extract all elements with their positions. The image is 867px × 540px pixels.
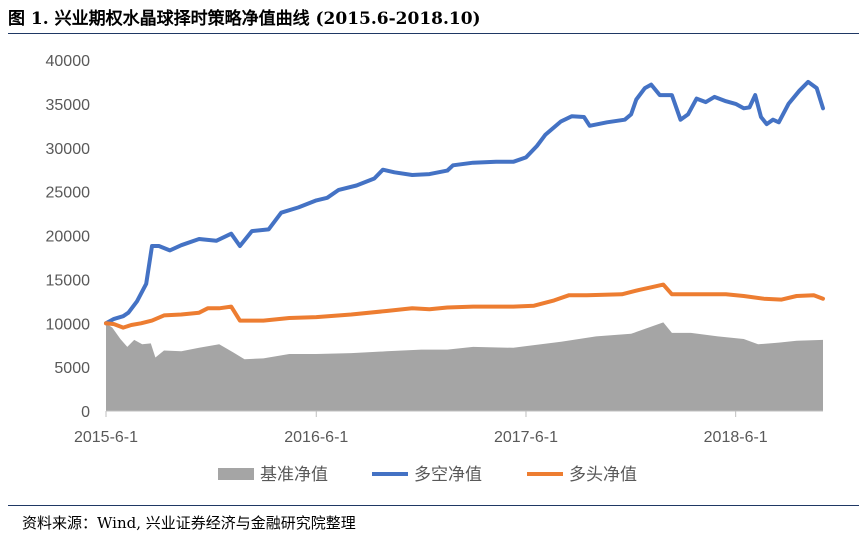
series-area-benchmark <box>106 322 823 411</box>
y-tick-label: 10000 <box>46 316 91 333</box>
figure-title: 图 1. 兴业期权水晶球择时策略净值曲线 (2015.6-2018.10) <box>8 9 481 29</box>
chart: 0 5000 10000 15000 20000 25000 30000 35000 40000… <box>46 53 825 485</box>
x-axis: 2015-6-1 2016-6-1 2017-6-1 2018-6-1 <box>74 410 823 446</box>
legend-label: 多头净值 <box>569 465 637 485</box>
legend-label: 多空净值 <box>414 465 482 485</box>
plot-area <box>104 79 825 411</box>
y-tick-label: 0 <box>81 404 90 421</box>
legend-label: 基准净值 <box>260 465 328 485</box>
y-tick-label: 40000 <box>46 53 91 70</box>
y-tick-label: 30000 <box>46 141 91 158</box>
y-tick-label: 25000 <box>46 185 91 202</box>
series-line-long-only <box>104 282 825 330</box>
x-tick-label: 2015-6-1 <box>74 429 138 446</box>
x-tick-label: 2016-6-1 <box>284 429 348 446</box>
y-tick-label: 20000 <box>46 229 91 246</box>
title-rule <box>8 33 859 34</box>
source-note: 资料来源：Wind, 兴业证券经济与金融研究院整理 <box>22 514 356 532</box>
legend: 基准净值 多空净值 多头净值 <box>218 465 637 485</box>
y-tick-label: 35000 <box>46 97 91 114</box>
y-tick-label: 15000 <box>46 272 91 289</box>
y-axis-labels: 0 5000 10000 15000 20000 25000 30000 35000 40000 <box>46 53 91 421</box>
legend-swatch-benchmark <box>218 468 254 480</box>
x-tick-label: 2018-6-1 <box>704 429 768 446</box>
source-rule <box>8 505 859 506</box>
y-tick-label: 5000 <box>54 360 90 377</box>
series-line-long-short <box>104 79 825 326</box>
x-tick-label: 2017-6-1 <box>494 429 558 446</box>
